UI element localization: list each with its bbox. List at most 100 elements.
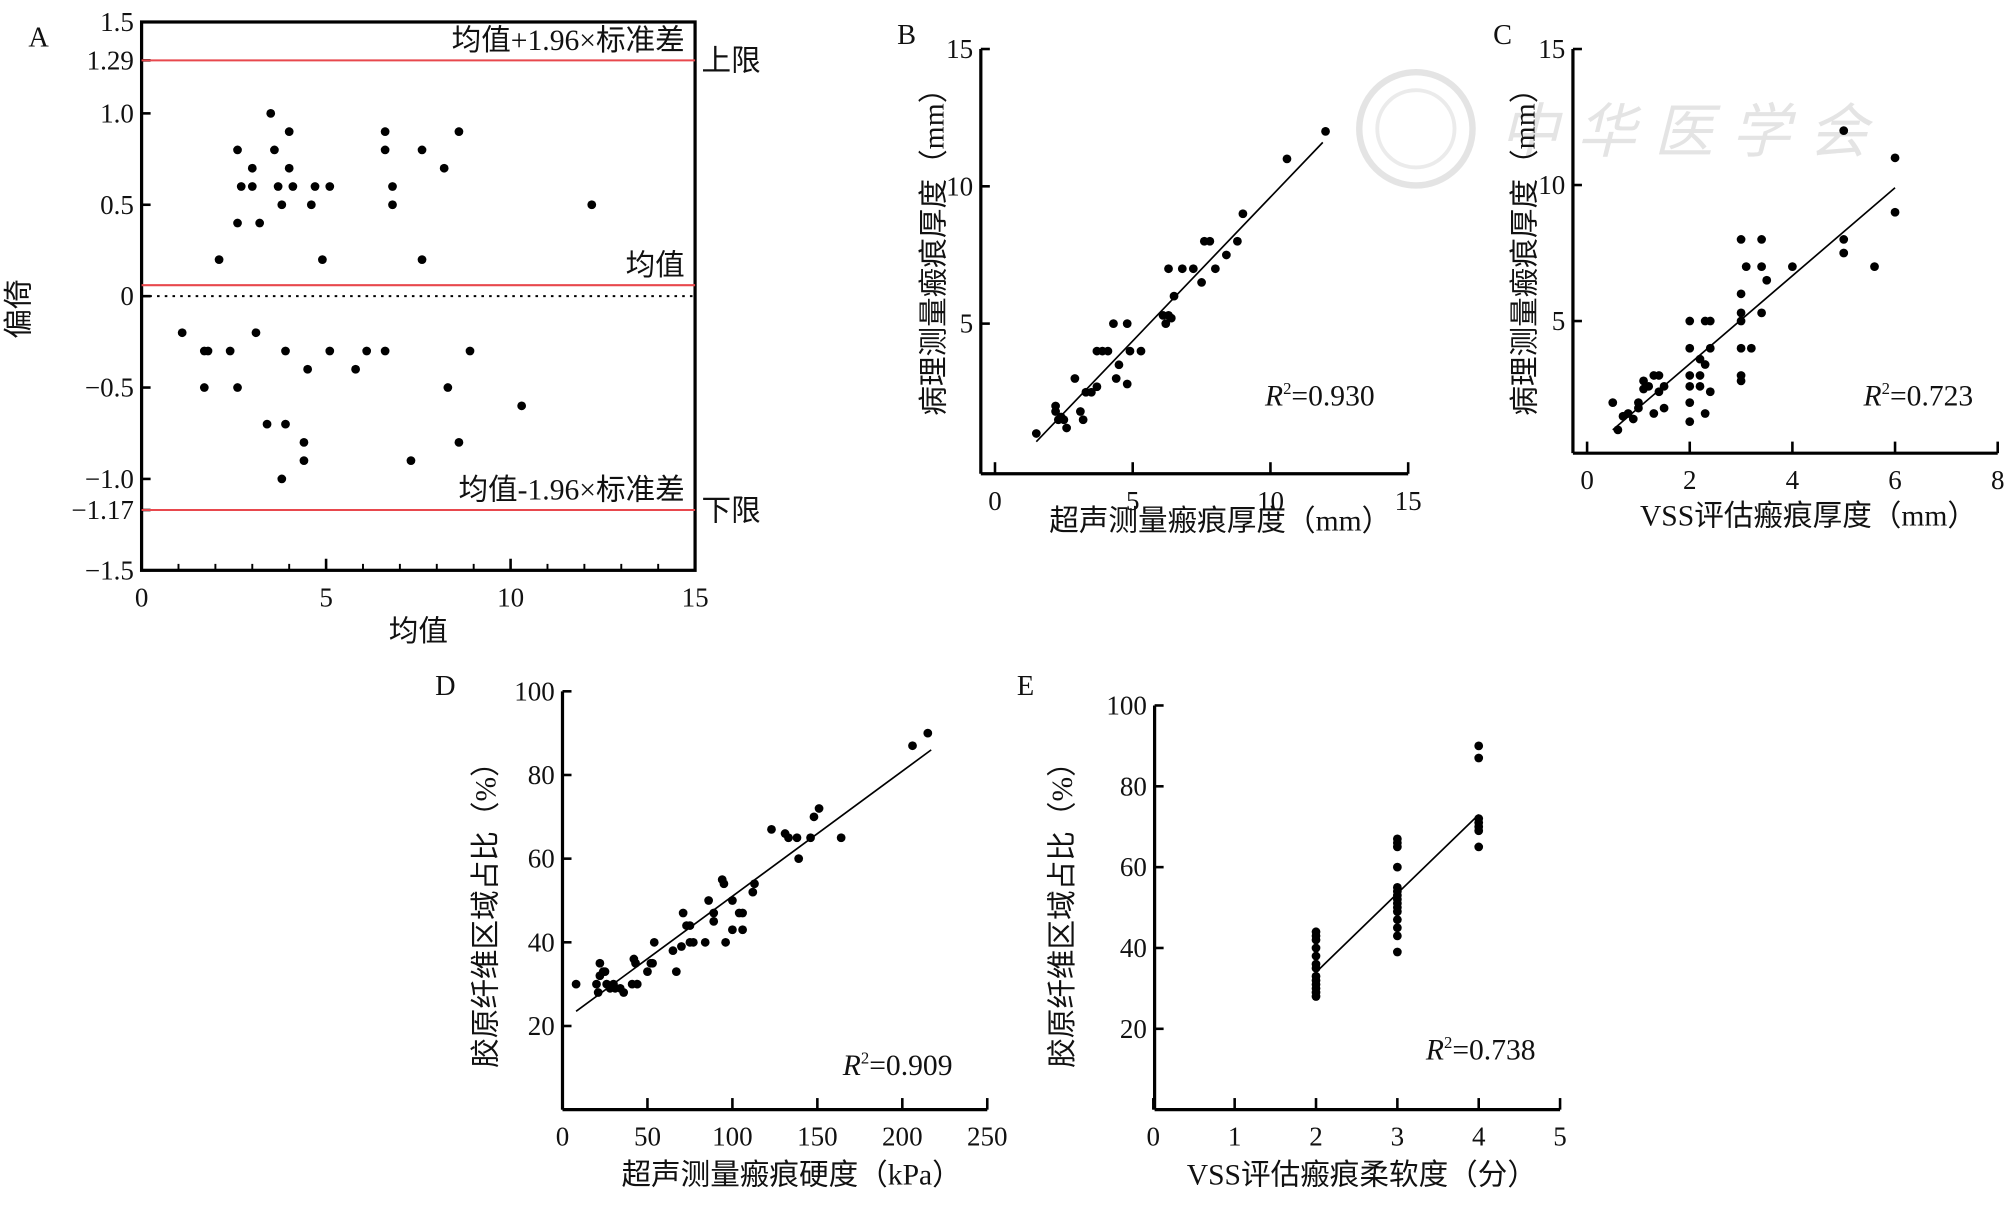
y-tick-label: 80 (1120, 771, 1147, 801)
data-point (1087, 387, 1096, 397)
x-tick-label: 5 (319, 582, 333, 612)
data-point (738, 908, 747, 918)
r-value: =0.930 (1291, 381, 1374, 413)
data-point (1177, 264, 1187, 274)
data-point (454, 437, 464, 447)
data-point (704, 896, 713, 905)
data-point (417, 255, 427, 264)
y-tick-label: 1.29 (87, 45, 134, 75)
data-point (1109, 319, 1118, 328)
data-point (388, 182, 397, 191)
data-point (266, 108, 276, 118)
data-point (1705, 343, 1715, 353)
data-point (1870, 262, 1879, 272)
data-point (728, 896, 737, 905)
r-superscript: 2 (861, 1048, 869, 1067)
data-point (595, 958, 605, 968)
reference-side-label: 上限 (702, 46, 761, 78)
data-point (199, 383, 209, 392)
data-point (1700, 360, 1710, 369)
data-point (177, 328, 187, 338)
data-point (1736, 343, 1746, 353)
panel-letter: E (1017, 671, 1034, 702)
y-tick-label: 80 (528, 760, 555, 790)
data-point (406, 456, 416, 466)
x-tick-label: 0 (1580, 465, 1594, 495)
data-point (1474, 814, 1484, 824)
data-point (571, 979, 581, 989)
data-point (1392, 947, 1402, 957)
y-axis-label: 病理测量瘢痕厚度（mm） (1508, 74, 1541, 416)
data-point (1233, 236, 1242, 246)
data-point (1136, 346, 1146, 356)
x-tick-label: 6 (1888, 465, 1902, 495)
data-point (1311, 951, 1321, 961)
y-tick-label: 20 (528, 1011, 555, 1041)
r-value: =0.909 (869, 1050, 952, 1082)
y-tick-label: 100 (514, 676, 555, 706)
data-point (649, 937, 659, 947)
data-point (351, 364, 360, 374)
data-point (1392, 931, 1402, 941)
data-point (1311, 927, 1321, 937)
data-point (214, 255, 224, 264)
data-point (1746, 343, 1756, 353)
data-point (1070, 374, 1080, 383)
y-tick-label: −1.5 (85, 555, 134, 585)
panel-letter: C (1493, 20, 1512, 51)
watermark: 中华医学会 (1356, 68, 1868, 189)
data-point (325, 346, 335, 356)
data-point (281, 346, 290, 356)
y-axis-label: 偏倚 (2, 279, 35, 338)
data-point (1092, 382, 1102, 392)
data-point (1890, 153, 1900, 163)
reference-line-label: 均值+1.96×标准差 (452, 24, 685, 57)
data-point (1392, 923, 1402, 933)
data-point (388, 200, 397, 210)
data-point (792, 833, 802, 843)
data-point (1639, 376, 1648, 386)
watermark-seal-inner-icon (1375, 88, 1457, 170)
data-point (299, 456, 309, 466)
data-point (284, 163, 294, 173)
data-point (671, 967, 681, 976)
plot-frame (139, 20, 697, 572)
r-symbol: R (1264, 381, 1283, 413)
data-point (1623, 409, 1633, 418)
data-point (587, 200, 597, 210)
data-point (270, 145, 279, 155)
data-point (748, 887, 758, 897)
data-point (303, 364, 313, 374)
data-point (1062, 423, 1071, 433)
data-point (281, 419, 290, 429)
data-point (1166, 313, 1176, 323)
data-point (592, 979, 601, 989)
data-point (1311, 971, 1321, 981)
x-tick-label: 0 (135, 582, 149, 612)
data-point (1474, 741, 1484, 751)
r-value: =0.738 (1452, 1034, 1535, 1066)
data-point (1282, 154, 1292, 164)
x-tick-label: 2 (1683, 465, 1697, 495)
data-point (767, 824, 776, 834)
data-point (1111, 374, 1121, 383)
data-point (1685, 381, 1695, 391)
data-point (1188, 264, 1198, 274)
x-tick-label: 5 (1553, 1122, 1567, 1152)
x-tick-label: 50 (634, 1122, 661, 1152)
y-tick-label: −0.5 (85, 373, 134, 403)
data-point (325, 182, 335, 191)
data-point (1122, 319, 1132, 328)
data-point (1238, 209, 1248, 219)
x-axis-label: VSS评估瘢痕柔软度（分） (1187, 1158, 1537, 1191)
data-point (225, 346, 235, 356)
x-tick-label: 150 (797, 1122, 838, 1152)
data-point (380, 127, 390, 137)
x-tick-label: 100 (712, 1122, 753, 1152)
data-point (1644, 381, 1654, 391)
data-point (1164, 264, 1173, 274)
data-point (1695, 371, 1705, 380)
data-point (1210, 264, 1220, 274)
x-tick-label: 0 (988, 486, 1002, 516)
